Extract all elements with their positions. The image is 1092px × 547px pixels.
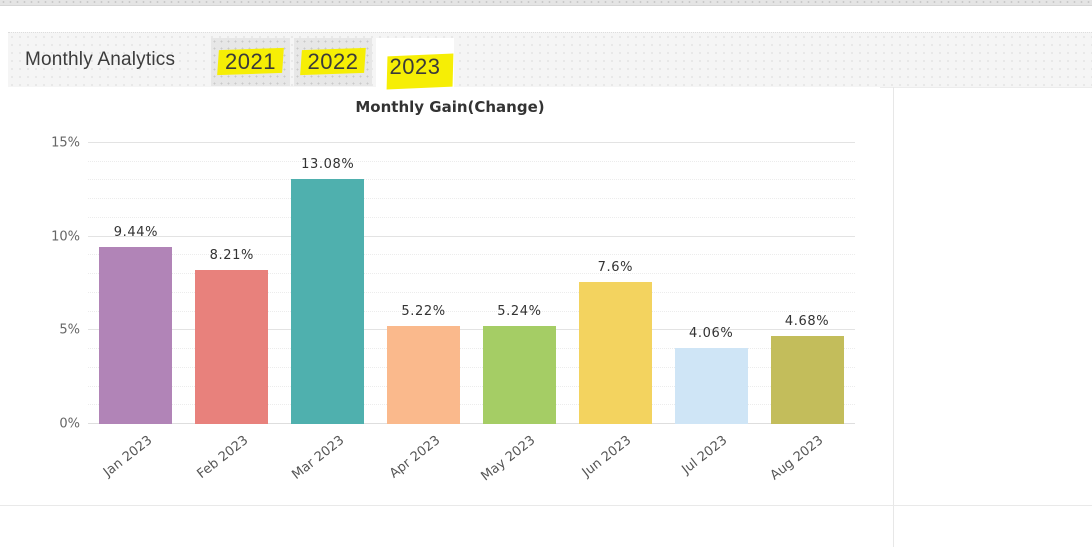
bar-value-label: 7.6% xyxy=(597,259,634,275)
monthly-gain-chart-card: Monthly Gain(Change) 0% 5% 10% 15% 9.44% Jan … xyxy=(0,87,880,505)
chart-bar-mar-2023[interactable] xyxy=(291,178,365,424)
bar-value-label: 5.24% xyxy=(497,303,542,319)
x-axis-tick-label: Mar 2023 xyxy=(289,433,347,483)
x-axis-tick-label: Jan 2023 xyxy=(100,433,156,481)
gridline-minor xyxy=(88,198,855,200)
chart-bar-jun-2023[interactable] xyxy=(578,281,652,424)
chart-bar-jul-2023[interactable] xyxy=(674,347,748,424)
chart-bar-aug-2023[interactable] xyxy=(770,336,844,424)
chart-bar-apr-2023[interactable] xyxy=(387,326,461,424)
gridline-minor xyxy=(88,310,855,312)
tab-label: 2023 xyxy=(389,53,441,79)
bar-value-label: 9.44% xyxy=(113,225,159,241)
header-band: Monthly Analytics 2021 2022 2023 xyxy=(8,32,1092,95)
gridline-major xyxy=(88,235,855,237)
y-axis-tick-label: 10% xyxy=(51,229,80,245)
gridline-minor xyxy=(88,216,855,218)
bar-value-label: 5.22% xyxy=(401,304,446,320)
y-axis-tick-label: 5% xyxy=(59,322,80,338)
chart-bar-may-2023[interactable] xyxy=(482,325,556,424)
tab-year-2021[interactable]: 2021 xyxy=(211,38,290,86)
y-axis-tick-label: 0% xyxy=(59,416,80,432)
vertical-divider xyxy=(893,87,894,547)
gridline-major xyxy=(88,423,855,424)
chart-bar-jan-2023[interactable] xyxy=(99,247,173,424)
x-axis-tick-label: Feb 2023 xyxy=(194,433,252,482)
tab-label: 2022 xyxy=(307,49,359,74)
gridline-minor xyxy=(88,291,855,293)
bar-value-label: 4.06% xyxy=(689,325,734,341)
x-axis-tick-label: Aug 2023 xyxy=(767,433,827,484)
tab-label: 2021 xyxy=(225,49,276,74)
plot-area: 0% 5% 10% 15% 9.44% Jan 2023 8.21% Feb 2023 13.0… xyxy=(51,136,855,484)
gridline-minor xyxy=(88,254,855,256)
gridline-minor xyxy=(88,404,855,406)
x-axis-tick-label: Jul 2023 xyxy=(679,433,731,478)
bar-value-label: 13.08% xyxy=(301,156,355,172)
y-axis-tick-label: 15% xyxy=(51,135,80,151)
tab-year-2022[interactable]: 2022 xyxy=(294,38,372,86)
gridline-major xyxy=(88,329,855,331)
gridline-minor xyxy=(88,385,855,387)
tab-year-2023-active[interactable]: 2023 xyxy=(376,38,454,95)
bottom-divider xyxy=(0,505,1092,506)
bar-value-label: 8.21% xyxy=(209,248,254,264)
gridline-minor xyxy=(88,273,855,275)
gridline-minor xyxy=(88,366,855,368)
top-cutoff-strip xyxy=(0,0,1092,6)
chart-bar-feb-2023[interactable] xyxy=(195,270,269,424)
x-axis-tick-label: May 2023 xyxy=(478,433,539,485)
gridline-major xyxy=(88,142,855,143)
x-axis-tick-label: Jun 2023 xyxy=(579,433,635,481)
gridline-minor xyxy=(88,179,855,181)
chart-title: Monthly Gain(Change) xyxy=(355,98,545,116)
gridline-minor xyxy=(88,348,855,350)
page-title: Monthly Analytics xyxy=(25,49,176,70)
gridline-minor xyxy=(88,160,855,162)
x-axis-tick-label: Apr 2023 xyxy=(386,433,443,482)
bar-value-label: 4.68% xyxy=(784,314,830,330)
